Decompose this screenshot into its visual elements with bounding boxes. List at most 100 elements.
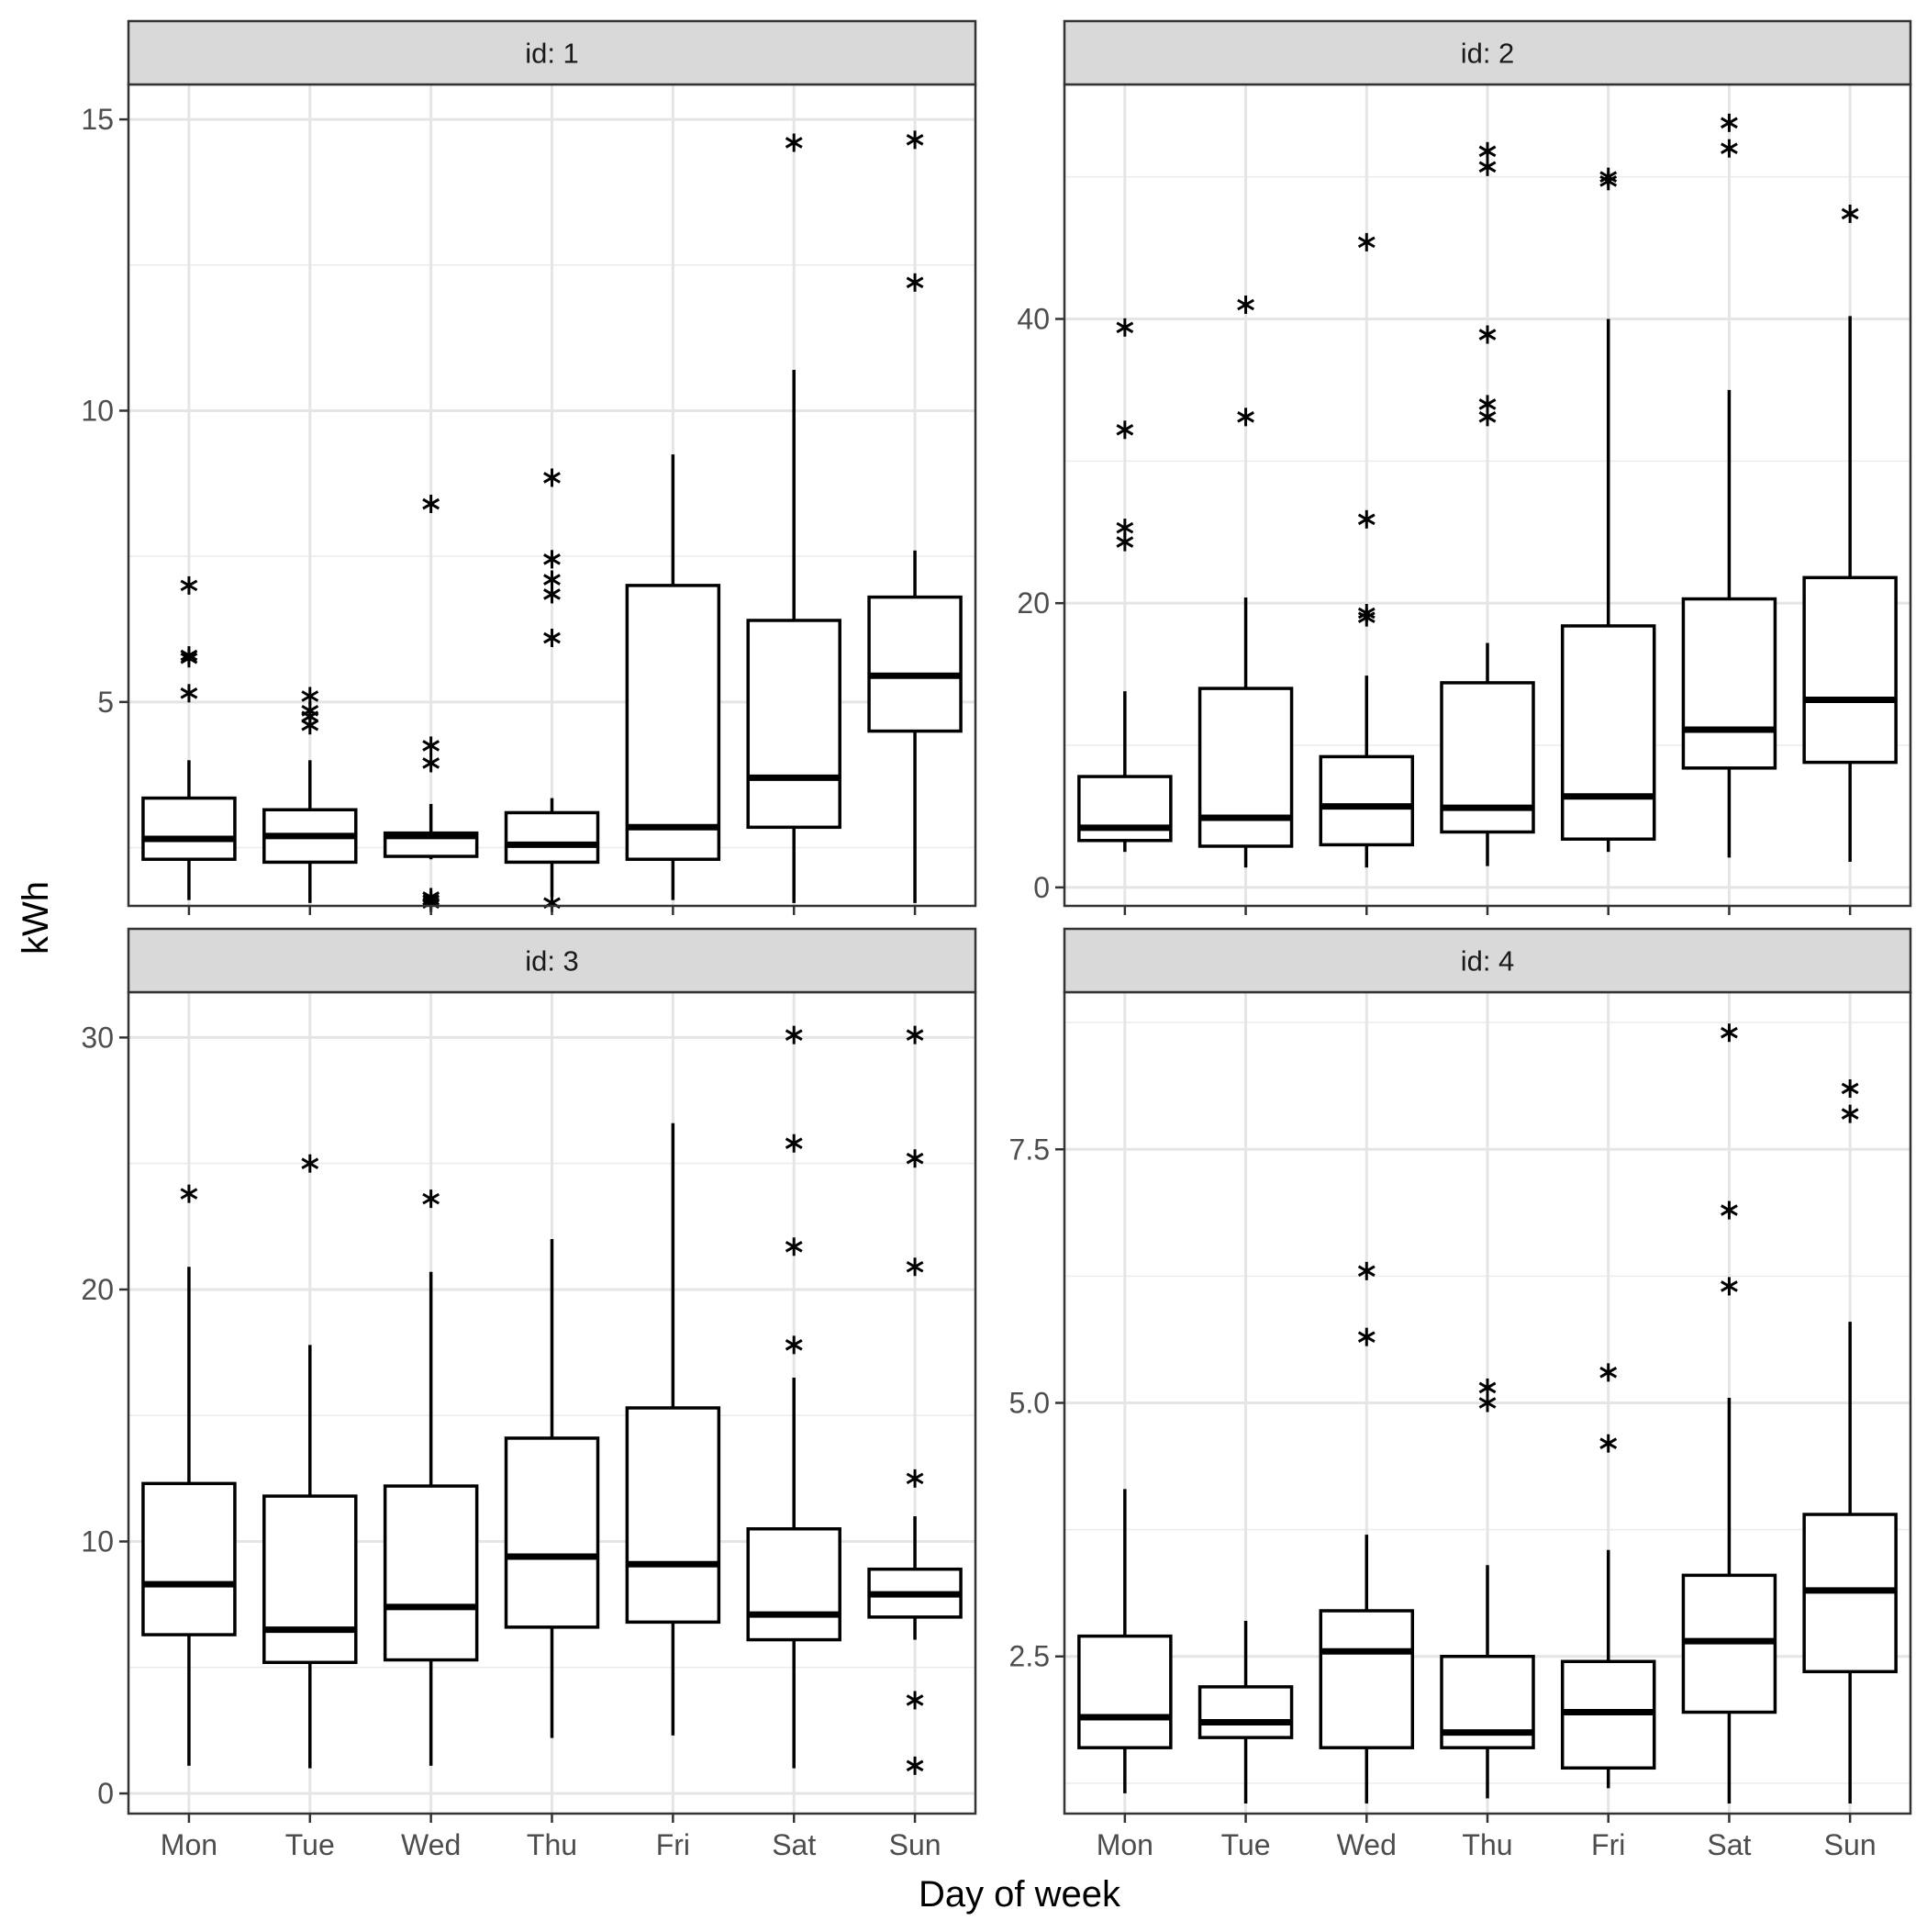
outlier-stroke [422, 497, 440, 510]
facet-panel-4: id: 4 2.5 5.0 7.5 Mon Tue Wed Thu Fri Sat Sun [1009, 927, 1912, 1861]
outlier-point [1721, 113, 1738, 132]
outlier-stroke [422, 1192, 440, 1205]
outlier-point [906, 1025, 924, 1044]
y-tick-label: 2.5 [1009, 1640, 1050, 1673]
box-sun [1802, 204, 1898, 862]
outlier-stroke [180, 579, 198, 592]
outlier-point [1237, 408, 1254, 427]
x-tick-label: Mon [1097, 1828, 1153, 1861]
x-tick-label: Sat [772, 1828, 816, 1861]
outlier-point [785, 1025, 803, 1044]
y-tick-label: 10 [81, 394, 114, 427]
outlier-stroke [1721, 1026, 1738, 1039]
box-mon [1077, 1489, 1173, 1793]
outlier-stroke [422, 757, 440, 769]
outlier-stroke [1357, 513, 1376, 526]
outlier-point [543, 629, 561, 648]
y-tick-label: 40 [1017, 302, 1050, 335]
box-mon [141, 1184, 237, 1766]
outlier-point [785, 1134, 803, 1153]
facet-panel-3: id: 3 0 10 20 30 Mon Tue Wed Thu Fri Sat Sun [81, 927, 977, 1861]
facet-strip [1063, 927, 1912, 994]
outlier-stroke [1599, 171, 1618, 183]
x-tick-label: Thu [527, 1828, 577, 1861]
outlier-point [906, 1756, 924, 1775]
box-wed [1319, 1261, 1415, 1804]
facet-strip [127, 927, 977, 994]
box-fri [625, 1122, 721, 1736]
y-tick-label: 0 [1033, 871, 1050, 904]
facet-strip-label: id: 1 [525, 38, 579, 70]
outlier-point [1478, 141, 1497, 161]
outlier-stroke [1721, 142, 1738, 154]
box-fri [625, 454, 721, 900]
x-tick-label: Fri [1591, 1828, 1625, 1861]
outlier-point [422, 754, 440, 773]
box-tue [262, 687, 358, 903]
iqr-box [262, 1494, 358, 1665]
x-axis-title: Day of week [919, 1874, 1121, 1915]
outlier-stroke [1357, 607, 1376, 620]
outlier-point [1599, 1434, 1618, 1453]
outlier-stroke [1116, 423, 1134, 436]
outlier-stroke [1841, 207, 1859, 220]
outlier-point [785, 133, 803, 152]
outlier-stroke [1116, 536, 1134, 548]
outlier-point [1478, 325, 1497, 344]
x-tick-label: Tue [285, 1828, 335, 1861]
facet-strip-label: id: 4 [1461, 945, 1515, 977]
facet-strip-label: id: 3 [525, 945, 579, 977]
outlier-stroke [180, 649, 198, 662]
x-tick-label: Fri [656, 1828, 690, 1861]
box-wed [1319, 232, 1415, 868]
outlier-point [1721, 1201, 1738, 1220]
outlier-stroke [1478, 145, 1497, 158]
y-tick-label: 10 [81, 1524, 114, 1558]
x-tick-label: Wed [1337, 1828, 1397, 1861]
outlier-point [1599, 167, 1618, 186]
facet-strip [127, 19, 977, 86]
outlier-stroke [422, 891, 440, 903]
facet-panel-2: id: 2 0 20 40 [1017, 19, 1912, 915]
iqr-box [1319, 754, 1415, 847]
iqr-box [1319, 1609, 1415, 1749]
box-tue [1197, 296, 1294, 868]
outlier-point [301, 687, 319, 706]
outlier-stroke [906, 1759, 924, 1772]
x-tick-label: Sun [1824, 1828, 1877, 1861]
outlier-point [1721, 1023, 1738, 1043]
outlier-stroke [785, 1137, 803, 1150]
box-sun [1802, 1078, 1898, 1804]
box-wed [383, 495, 479, 912]
outlier-stroke [906, 1029, 924, 1041]
outlier-point [1841, 1078, 1859, 1098]
outlier-stroke [1116, 521, 1134, 534]
x-tick-label: Sat [1707, 1828, 1751, 1861]
outlier-stroke [301, 1157, 319, 1169]
y-tick-label: 5 [97, 686, 114, 719]
outlier-point [1357, 604, 1376, 623]
outlier-stroke [543, 472, 561, 484]
box-sat [746, 1025, 841, 1769]
outlier-point [1721, 1277, 1738, 1296]
outlier-point [1841, 204, 1859, 223]
iqr-box [504, 1436, 600, 1629]
outlier-stroke [906, 1472, 924, 1485]
outlier-stroke [1357, 236, 1376, 249]
outlier-point [785, 1237, 803, 1256]
iqr-box [1802, 575, 1898, 765]
outlier-stroke [301, 690, 319, 702]
iqr-box [1077, 1634, 1173, 1749]
outlier-point [543, 468, 561, 487]
y-axis-title: kWh [16, 881, 56, 955]
iqr-box [1197, 687, 1294, 848]
outlier-stroke [1357, 1331, 1376, 1343]
iqr-box [1197, 1685, 1294, 1739]
outlier-stroke [1116, 321, 1134, 334]
outlier-point [1116, 318, 1134, 337]
outlier-point [422, 495, 440, 514]
outlier-stroke [543, 631, 561, 644]
outlier-point [1116, 519, 1134, 538]
outlier-point [422, 1189, 440, 1209]
